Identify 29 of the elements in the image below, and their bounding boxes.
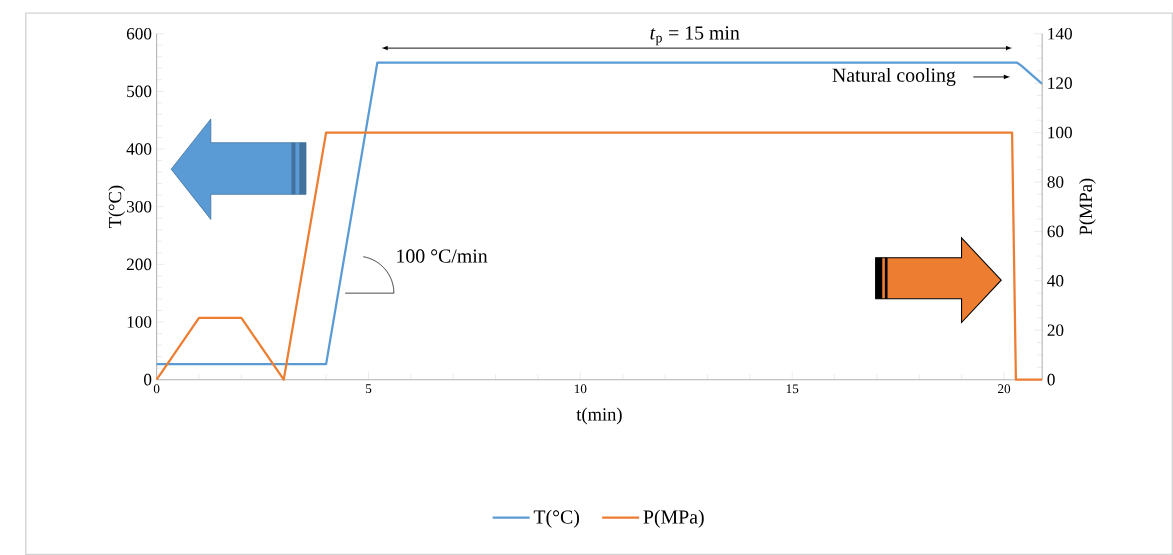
x-tick-label: 10	[574, 384, 587, 394]
legend-label: P(MPa)	[643, 509, 704, 528]
annotation: Natural cooling	[832, 67, 956, 86]
y-tick-label: 600	[126, 27, 152, 40]
x-tick-label: 15	[786, 384, 799, 394]
x-tick-label: 20	[998, 384, 1011, 394]
y2-tick-label: 100	[1048, 126, 1072, 139]
y2-tick-label: 140	[1048, 27, 1072, 40]
y-tick-label: 100	[127, 316, 152, 328]
y2-axis-title: P(MPa)	[1079, 178, 1096, 235]
y2-tick-label: 120	[1048, 77, 1072, 89]
legend-label: T(°C)	[533, 509, 580, 528]
y2-tick-label: 0	[1047, 373, 1055, 386]
y2-tick-label: 20	[1047, 324, 1064, 336]
y-tick-label: 400	[126, 143, 152, 155]
line-series	[155, 61, 1044, 366]
annotation: t$_{p}$ = 15 min	[650, 26, 740, 46]
annotation: 100 °C/min	[397, 249, 488, 263]
y-tick-label: 500	[127, 85, 152, 98]
x-axis-title: t(min)	[576, 407, 622, 425]
y-tick-label: 200	[126, 258, 152, 271]
x-tick-label: 5	[365, 384, 372, 394]
y-tick-label: 0	[144, 373, 152, 386]
y-tick-label: 300	[127, 200, 152, 213]
y-axis-title: T(°C)	[108, 185, 126, 228]
y2-tick-label: 40	[1047, 274, 1064, 287]
x-tick-label: 0	[153, 384, 160, 394]
y2-tick-label: 60	[1047, 225, 1064, 238]
y2-tick-label: 80	[1047, 176, 1064, 188]
